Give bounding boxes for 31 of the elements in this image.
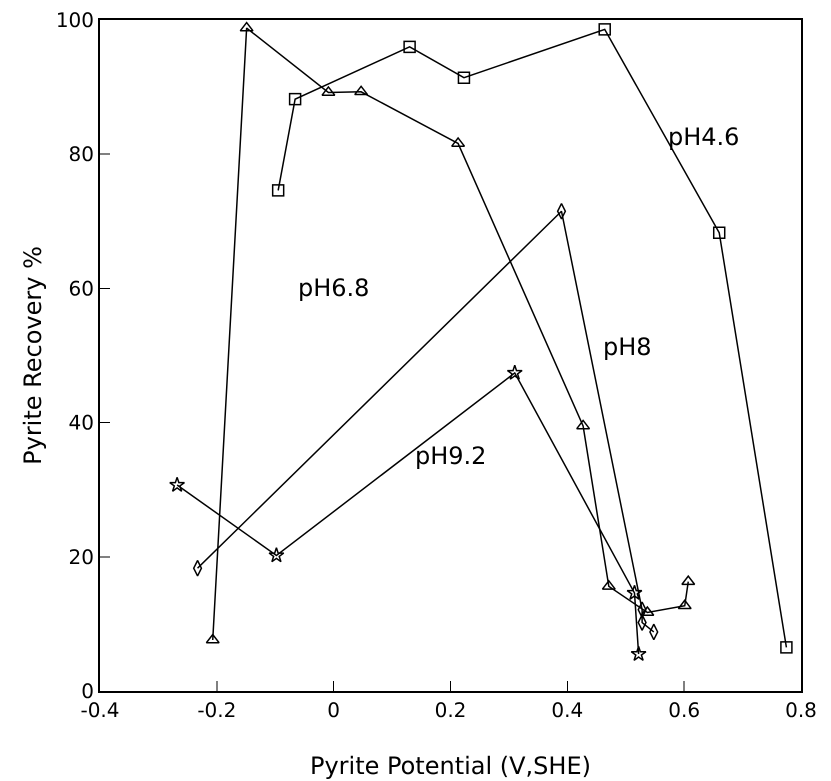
y-tick-label: 20 xyxy=(68,544,94,569)
annotation: pH4.6 xyxy=(668,123,740,151)
point xyxy=(268,547,284,562)
x-axis-title: Pyrite Potential (V,SHE) xyxy=(310,752,592,780)
y-tick-label: 100 xyxy=(56,8,94,32)
x-tick-label: 0 xyxy=(327,698,340,722)
x-tick-label: 0.6 xyxy=(668,698,700,722)
point xyxy=(712,226,726,239)
point xyxy=(630,646,647,662)
point xyxy=(288,92,302,106)
y-tick-label: 40 xyxy=(68,410,94,435)
y-tick-label: 80 xyxy=(68,142,94,166)
annotation: pH8 xyxy=(603,333,652,361)
y-tick-label: 60 xyxy=(68,276,94,300)
point xyxy=(598,23,611,36)
annotation: pH6.8 xyxy=(298,274,370,302)
point xyxy=(458,71,470,84)
y-axis-title: Pyrite Recovery % xyxy=(19,246,47,465)
point xyxy=(506,364,523,380)
point xyxy=(681,575,696,586)
point xyxy=(403,40,416,54)
point xyxy=(240,22,254,32)
x-tick-label: 0.8 xyxy=(785,698,817,722)
point xyxy=(780,641,793,654)
point xyxy=(626,584,643,600)
x-tick-label: 0.4 xyxy=(551,698,584,722)
x-tick-label: -0.2 xyxy=(197,698,236,722)
annotation: pH9.2 xyxy=(415,442,486,470)
point xyxy=(272,184,284,197)
point xyxy=(169,476,186,492)
x-tick-label: 0.2 xyxy=(434,698,466,722)
